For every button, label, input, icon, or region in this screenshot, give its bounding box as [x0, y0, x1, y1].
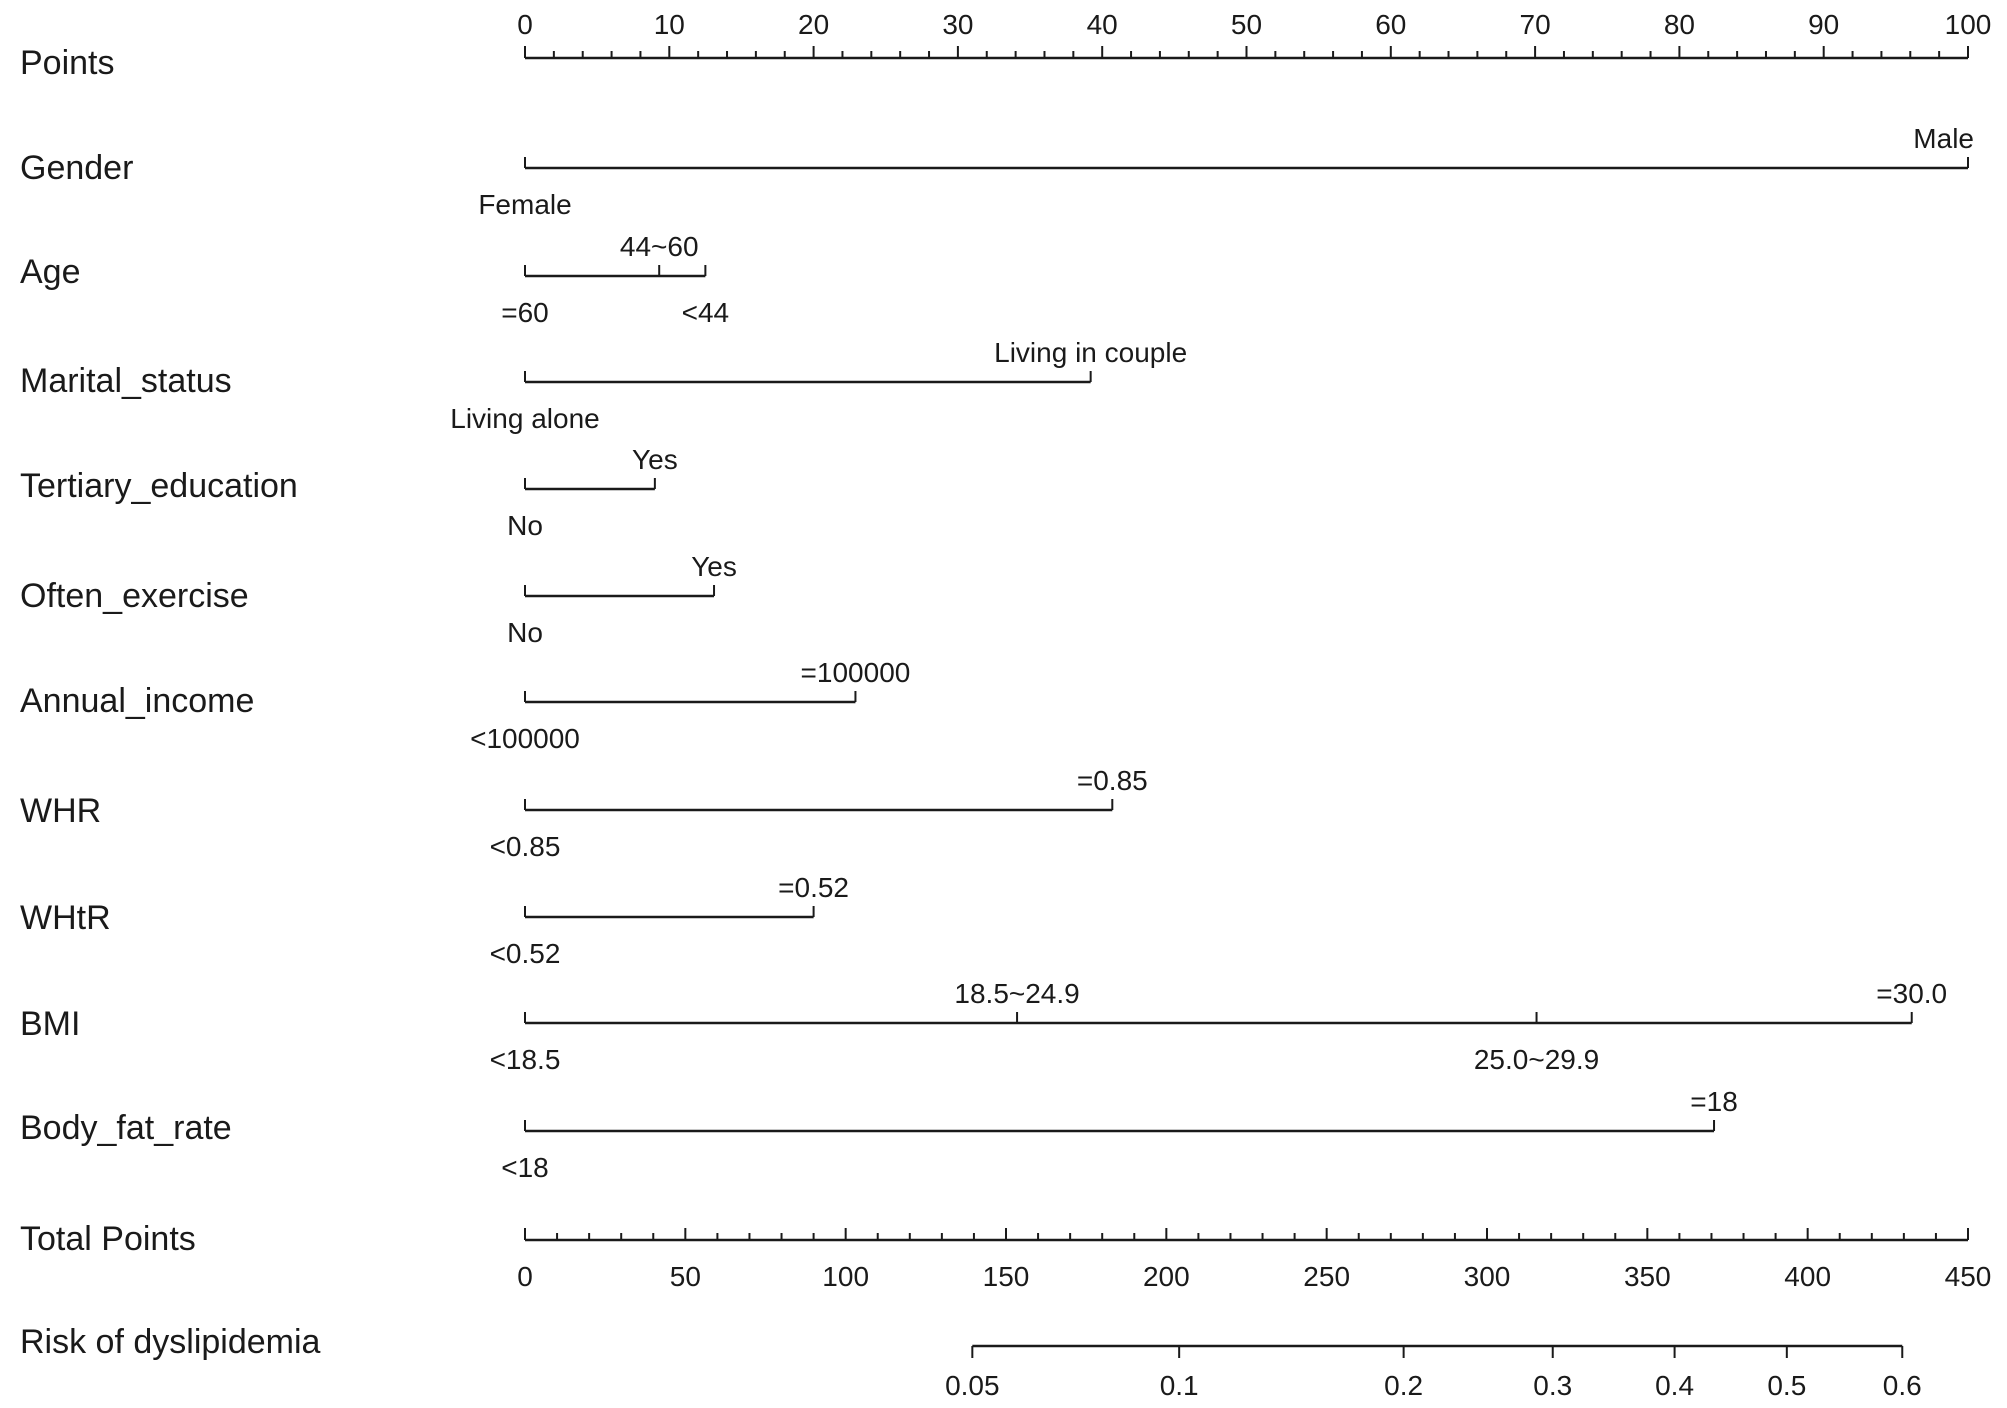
risk-tick-label: 0.3 [1533, 1370, 1572, 1401]
level-label: <100000 [470, 723, 580, 754]
variable-row-whr: WHR =0.85 <0.85 [20, 765, 1148, 862]
level-label: =18 [1690, 1086, 1738, 1117]
variable-label: Tertiary_education [20, 467, 298, 505]
points-tick-label: 90 [1808, 9, 1839, 40]
points-tick-label: 50 [1231, 9, 1262, 40]
risk-tick-label: 0.2 [1384, 1370, 1423, 1401]
points-tick-label: 80 [1664, 9, 1695, 40]
variable-row-bmi: BMI 18.5~24.9 =30.0 <18.5 25.0~29.9 [20, 978, 1947, 1075]
points-tick-label: 20 [798, 9, 829, 40]
level-label: =100000 [801, 657, 911, 688]
level-label: <44 [682, 297, 730, 328]
variable-label: WHtR [20, 899, 111, 937]
variable-label: Annual_income [20, 682, 254, 720]
points-tick-label: 60 [1375, 9, 1406, 40]
total-tick-label: 200 [1143, 1261, 1190, 1292]
total-tick-label: 400 [1784, 1261, 1831, 1292]
variable-row-marital-status: Marital_status Living in couple Living alo… [20, 337, 1187, 434]
points-axis-group: Points 0 10 20 30 40 50 60 70 80 90 100 [20, 9, 1991, 82]
level-label: <0.52 [490, 938, 561, 969]
level-label: Yes [632, 444, 678, 475]
total-tick-label: 450 [1945, 1261, 1992, 1292]
total-tick-label: 50 [670, 1261, 701, 1292]
variable-label: Body_fat_rate [20, 1109, 232, 1147]
level-label: <18 [501, 1152, 549, 1183]
risk-axis-label: Risk of dyslipidemia [20, 1323, 321, 1361]
risk-tick-label: 0.05 [945, 1370, 1000, 1401]
points-axis-label: Points [20, 44, 115, 82]
points-tick-label: 70 [1520, 9, 1551, 40]
points-tick-label: 0 [517, 9, 533, 40]
variable-row-often-exercise: Often_exercise Yes No [20, 551, 737, 648]
level-label: 18.5~24.9 [954, 978, 1079, 1009]
risk-tick-label: 0.4 [1655, 1370, 1694, 1401]
variable-row-body-fat-rate: Body_fat_rate =18 <18 [20, 1086, 1738, 1183]
variable-label: Gender [20, 149, 133, 187]
variable-label: Age [20, 253, 81, 291]
risk-tick-label: 0.6 [1883, 1370, 1922, 1401]
variable-row-age: Age 44~60 =60 <44 [20, 231, 729, 328]
variable-row-annual-income: Annual_income =100000 <100000 [20, 657, 910, 754]
variable-rows-group: Gender Male Female Age 44~60 =60 <44 Marital_st… [20, 123, 1974, 1183]
total-tick-label: 250 [1303, 1261, 1350, 1292]
level-label: Yes [691, 551, 737, 582]
variable-label: Often_exercise [20, 577, 249, 615]
total-points-label: Total Points [20, 1220, 196, 1258]
variable-row-tertiary-education: Tertiary_education Yes No [20, 444, 678, 541]
variable-row-gender: Gender Male Female [20, 123, 1974, 220]
total-tick-label: 100 [822, 1261, 869, 1292]
level-label: No [507, 617, 543, 648]
level-label: Female [478, 189, 571, 220]
level-label: Living in couple [994, 337, 1187, 368]
variable-label: WHR [20, 792, 101, 830]
risk-tick-label: 0.5 [1767, 1370, 1806, 1401]
total-tick-label: 150 [983, 1261, 1030, 1292]
level-label: Male [1913, 123, 1974, 154]
total-tick-label: 300 [1464, 1261, 1511, 1292]
level-label: =60 [501, 297, 549, 328]
variable-row-whtr: WHtR =0.52 <0.52 [20, 872, 849, 969]
level-label: =30.0 [1876, 978, 1947, 1009]
total-tick-label: 350 [1624, 1261, 1671, 1292]
level-label: Living alone [450, 403, 599, 434]
level-label: 25.0~29.9 [1474, 1044, 1599, 1075]
variable-label: Marital_status [20, 362, 232, 400]
level-label: <18.5 [490, 1044, 561, 1075]
variable-label: BMI [20, 1005, 80, 1043]
level-label: 44~60 [620, 231, 699, 262]
points-tick-label: 100 [1945, 9, 1992, 40]
risk-axis-group: Risk of dyslipidemia 0.05 0.1 0.2 0.3 0.4 0.5 0… [20, 1323, 1922, 1401]
level-label: No [507, 510, 543, 541]
level-label: <0.85 [490, 831, 561, 862]
risk-tick-label: 0.1 [1160, 1370, 1199, 1401]
total-points-axis-group: Total Points 0 50 100 150 200 250 300 350 400 450 [20, 1220, 1991, 1292]
level-label: =0.52 [778, 872, 849, 903]
total-tick-label: 0 [517, 1261, 533, 1292]
points-tick-label: 30 [942, 9, 973, 40]
points-tick-label: 10 [654, 9, 685, 40]
level-label: =0.85 [1077, 765, 1148, 796]
points-tick-label: 40 [1087, 9, 1118, 40]
